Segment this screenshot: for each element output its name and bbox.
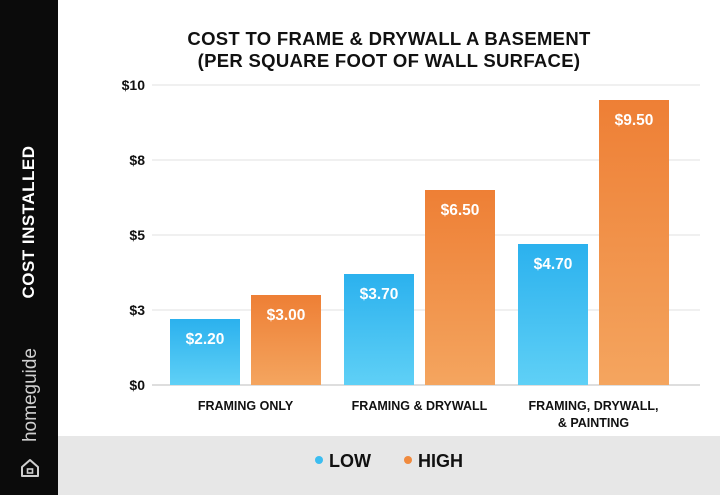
- category-label: FRAMING, DRYWALL,: [528, 399, 658, 413]
- bar-high: [425, 190, 495, 385]
- chart-title: COST TO FRAME & DRYWALL A BASEMENT (PER …: [58, 28, 720, 72]
- data-label: $4.70: [534, 256, 573, 273]
- chart-title-line-2: (PER SQUARE FOOT OF WALL SURFACE): [197, 50, 581, 71]
- y-tick-label: $3: [129, 302, 145, 318]
- category-label: FRAMING & DRYWALL: [352, 399, 488, 413]
- sidebar: COST INSTALLED homeguide: [0, 0, 58, 495]
- bar-low: [170, 319, 240, 385]
- legend-item-low: LOW: [314, 451, 371, 472]
- chart-title-line-1: COST TO FRAME & DRYWALL A BASEMENT: [187, 28, 591, 49]
- data-label: $6.50: [441, 202, 480, 219]
- data-label: $9.50: [615, 112, 654, 129]
- bar-low: [518, 244, 588, 385]
- category-labels: FRAMING ONLY FRAMING & DRYWALL FRAMING, DR…: [198, 399, 659, 430]
- legend-label-low: LOW: [328, 451, 371, 471]
- data-label: $3.00: [267, 307, 306, 324]
- y-tick-label: $0: [129, 377, 145, 393]
- category-label: & PAINTING: [558, 416, 629, 430]
- legend-item-high: HIGH: [404, 451, 463, 472]
- category-label: FRAMING ONLY: [198, 399, 294, 413]
- legend: LOW HIGH: [58, 451, 720, 472]
- legend-dot-high: [404, 456, 412, 465]
- bar-low: [344, 274, 414, 385]
- y-tick-label: $5: [129, 227, 145, 243]
- legend-band: LOW HIGH: [58, 436, 720, 495]
- house-icon: [21, 459, 39, 477]
- data-label: $3.70: [360, 286, 399, 303]
- bars: [170, 100, 669, 385]
- data-labels: $2.20 $3.00 $3.70 $6.50 $4.70 $9.50: [186, 112, 654, 348]
- y-tick-label: $10: [122, 77, 146, 93]
- data-label: $2.20: [186, 331, 225, 348]
- legend-dot-low: [314, 456, 323, 465]
- legend-label-high: HIGH: [418, 451, 463, 471]
- y-tick-label: $8: [129, 152, 145, 168]
- y-tick-labels: $0 $3 $5 $8 $10: [122, 77, 146, 393]
- bar-high: [599, 100, 669, 385]
- bar-high: [251, 295, 321, 385]
